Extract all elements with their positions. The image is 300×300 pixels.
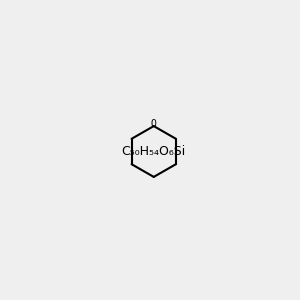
Text: O: O <box>151 119 157 129</box>
Text: C₅₀H₅₄O₆Si: C₅₀H₅₄O₆Si <box>122 145 186 158</box>
